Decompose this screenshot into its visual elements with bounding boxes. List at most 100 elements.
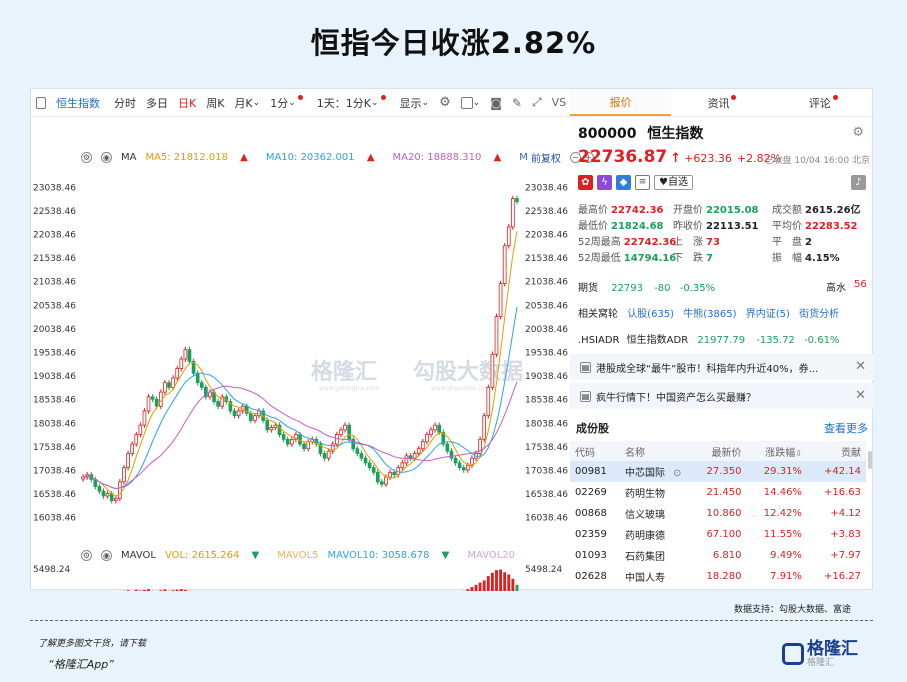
candle-body — [465, 464, 470, 471]
tab-daily-k[interactable]: 日K — [178, 96, 197, 110]
col-price[interactable]: 最新价 — [690, 441, 747, 461]
cell-pct-text: 29.31% — [763, 466, 802, 477]
table-row[interactable]: 00981 中芯国际 ⊙ 27.350 29.31% +42.14 — [570, 461, 866, 482]
col-name[interactable]: 名称 — [620, 441, 690, 461]
cell-pct: 14.46% — [747, 482, 807, 503]
stat-label: 昨收价 — [673, 221, 703, 232]
table-row[interactable]: 00868 信义玻璃 10.860 12.42% +4.12 — [570, 503, 866, 524]
tab-duori[interactable]: 多日 — [146, 96, 168, 110]
candle-body — [220, 396, 225, 407]
zoom-in-icon[interactable]: + — [582, 151, 594, 163]
stat-label: 开盘价 — [673, 205, 703, 216]
tab-monthly-k[interactable]: 月K ⌄ — [229, 89, 265, 117]
candle-body — [408, 455, 413, 459]
add-watchlist-button[interactable]: ♥自选 — [654, 175, 693, 190]
fullscreen-icon[interactable]: ⤢ — [531, 95, 542, 109]
ma-indicator-label[interactable]: MA — [121, 151, 137, 163]
view-more-link[interactable]: 查看更多 — [824, 422, 868, 435]
stat-cell: 52周最高 22742.36 — [578, 235, 676, 251]
tab-1min[interactable]: 1分 ⌄ — [265, 89, 308, 117]
news-item[interactable]: ▤ 港股成全球“最牛”股市！科指年内升近40%，券... ✕ — [570, 354, 874, 380]
close-icon[interactable]: ✕ — [855, 388, 866, 403]
table-row[interactable]: 02269 药明生物 21.450 14.46% +16.63 — [570, 482, 866, 503]
candle-body — [199, 382, 204, 388]
col-pct[interactable]: 涨跌幅⇩ — [746, 441, 807, 461]
pencil-icon[interactable]: ✎ — [511, 95, 522, 110]
cell-name: 石药集团 — [620, 545, 690, 566]
zoom-out-icon[interactable]: − — [569, 151, 581, 163]
table-row[interactable]: 02628 中国人寿 18.280 7.91% +16.27 — [570, 566, 866, 587]
hk-flag-icon[interactable]: ✿ — [578, 175, 593, 190]
panel-toggle-icon[interactable] — [31, 89, 51, 117]
candle-body — [113, 497, 118, 502]
layout-square-icon[interactable]: ⌄ — [456, 89, 486, 117]
eye-icon[interactable]: ◉ — [101, 549, 112, 561]
gear-icon[interactable]: ⚙ — [81, 151, 92, 163]
table-row[interactable]: 01093 石药集团 6.810 9.49% +7.97 — [570, 545, 866, 566]
ma10-label: MA10: 20362.001 ▲ — [266, 152, 384, 163]
candle-body — [81, 476, 85, 480]
cell-price: 21.450 — [690, 482, 747, 503]
lightning-icon[interactable]: ϟ — [597, 175, 612, 190]
restore-button[interactable]: 前复权 — [530, 153, 561, 165]
link-inline[interactable]: 界内证(5) — [745, 309, 790, 320]
candles — [81, 195, 519, 504]
candle-body — [265, 420, 270, 431]
candle-body — [187, 349, 192, 362]
chevron-down-icon: ⌄ — [252, 97, 261, 108]
scrollbar[interactable] — [868, 451, 872, 469]
tab-news[interactable]: 资讯 — [671, 89, 772, 116]
adr-code: .HSIADR — [578, 335, 620, 346]
volume-bar — [495, 570, 498, 591]
settings-gear-icon[interactable]: ⚙ — [439, 95, 451, 110]
col-contrib[interactable]: 贡献 — [806, 441, 866, 461]
eye-icon[interactable]: ⊙ — [673, 468, 682, 479]
display-select[interactable]: 显示 ⌄ — [395, 89, 435, 117]
stat-label: 最低价 — [578, 221, 608, 232]
ma20-line — [82, 381, 518, 490]
document-icon[interactable]: ≡ — [635, 175, 650, 190]
compare-button[interactable]: VS — [551, 96, 567, 109]
related-warrants: 相关窝轮 认股(635) 牛熊(3865) 界内证(5) 街货分析 — [578, 305, 839, 320]
candle-body — [302, 443, 306, 450]
news-item[interactable]: ▤ 疯牛行情下！中国资产怎么买最赚？ ✕ — [570, 383, 874, 409]
link-street-analysis[interactable]: 街货分析 — [799, 309, 840, 320]
camera-icon[interactable]: ◙ — [490, 95, 502, 110]
candle-body — [343, 424, 347, 431]
candle-body — [118, 481, 122, 499]
notification-dot — [297, 95, 303, 100]
kline-svg[interactable]: 格隆汇www.gelonghui.com勾股大数据www.gogudata.co… — [31, 117, 569, 591]
promo-line2: “格隆汇App” — [48, 658, 114, 671]
futures-pct: -0.35% — [679, 283, 716, 294]
close-icon[interactable]: ✕ — [855, 359, 866, 374]
stat-cell: 振 幅 4.15% — [772, 251, 840, 267]
tab-fenshi[interactable]: 分时 — [114, 96, 136, 110]
tab-weekly-k[interactable]: 周K — [206, 96, 225, 110]
tag-icon[interactable]: ◆ — [616, 175, 631, 190]
bell-icon[interactable]: ♪ — [851, 175, 866, 190]
cell-name-text: 中芯国际 — [625, 468, 665, 479]
table-row[interactable]: 02359 药明康德 67.100 11.55% +3.83 — [570, 524, 866, 545]
candle-body — [146, 396, 151, 412]
constituents-header: 成份股 查看更多 — [570, 418, 874, 438]
tab-comments[interactable]: 评论 — [773, 89, 874, 116]
index-name-tab[interactable]: 恒生指数 — [56, 96, 100, 110]
candle-body — [363, 457, 368, 464]
eye-icon[interactable]: ◉ — [101, 151, 112, 163]
cell-name: 中国人寿 — [620, 566, 690, 587]
volume-unit-label: 亿 — [61, 590, 70, 591]
candle-body — [506, 226, 511, 247]
kline-chart[interactable]: ⚙ ◉ MA MA5: 21812.018 ▲ MA10: 20362.001 … — [31, 117, 594, 591]
gear-icon[interactable]: ⚙ — [81, 549, 92, 561]
up-triangle-icon: ▲ — [493, 151, 502, 163]
link-cbbc[interactable]: 牛熊(3865) — [683, 309, 737, 320]
link-warrants[interactable]: 认股(635) — [627, 309, 675, 320]
cell-name: 药明生物 — [620, 482, 690, 503]
period-select[interactable]: 1天：1分K ⌄ — [312, 89, 391, 117]
vol-indicator-label[interactable]: MAVOL — [121, 549, 156, 561]
cell-code-text: 02628 — [575, 571, 607, 582]
promo-line1: 了解更多图文干货，请下载 — [38, 639, 147, 649]
tab-quote[interactable]: 报价 — [570, 89, 672, 116]
settings-gear-icon[interactable]: ⚙ — [852, 125, 864, 140]
col-code[interactable]: 代码 — [570, 441, 620, 461]
